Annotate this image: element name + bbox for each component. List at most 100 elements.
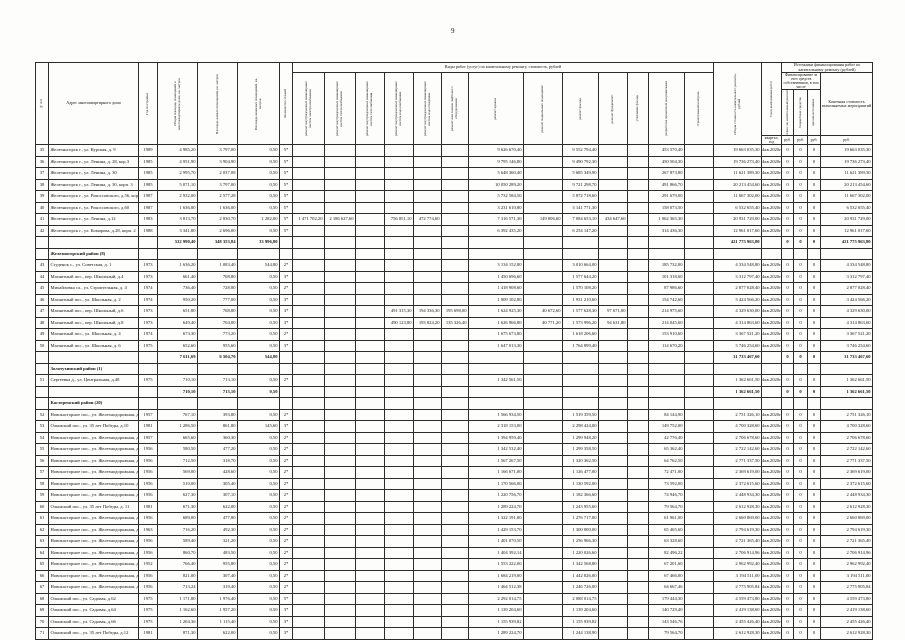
cell: 1 289 224,70	[468, 627, 524, 640]
address-cell	[48, 385, 139, 399]
cell	[627, 512, 649, 525]
cell: 4 700 328,60	[820, 420, 874, 433]
cell	[324, 385, 356, 399]
cell: 2*	[279, 581, 293, 594]
cell	[324, 615, 356, 629]
cell: 0	[781, 178, 795, 192]
cell: 321,20	[197, 535, 238, 548]
column-header-work-insulation: утепление фасада	[627, 71, 649, 146]
cell	[562, 385, 599, 399]
cell: 4кв.2020г.	[761, 523, 783, 537]
cell: 713,10	[197, 374, 238, 387]
cell	[713, 397, 763, 410]
cell: 3 424 566,20	[713, 293, 763, 307]
cell: 0	[781, 201, 795, 215]
cell	[627, 592, 649, 606]
address-cell: Железногорск г., ул. Ленина, д. 28, кор.…	[48, 155, 139, 169]
cell: 1957	[138, 431, 158, 445]
cell: 713,10	[197, 385, 238, 399]
cell	[683, 374, 715, 387]
cell: 0	[793, 454, 809, 468]
cell	[627, 201, 649, 215]
cell	[413, 397, 442, 410]
table-row: 65 Новокасторное пос., ул. Железнодорожна…	[35, 558, 874, 571]
table-row: 71 Олымский пос., ул. 35 лет Победы, д.12…	[35, 627, 874, 640]
cell: 2 751 326,10	[820, 408, 874, 422]
cell: 314 436,30	[648, 224, 685, 238]
cell	[683, 454, 715, 468]
cell	[157, 362, 198, 376]
cell	[355, 397, 385, 410]
cell: 0,50	[237, 512, 280, 525]
cell: 0	[781, 155, 795, 169]
cell: 73 592,00	[648, 477, 685, 491]
cell	[523, 581, 563, 594]
cell	[324, 224, 356, 238]
cell	[627, 155, 649, 169]
cell	[384, 627, 414, 640]
cell: 3 231 610,80	[468, 201, 524, 215]
cell	[683, 155, 715, 169]
cell	[523, 615, 563, 629]
cell: 0	[781, 408, 795, 422]
cell: 627,30	[157, 489, 198, 502]
table-row: 38 Железногорск г., ул. Ленина, д. 30, ко…	[35, 178, 874, 192]
cell: 72 471,00	[648, 466, 685, 479]
cell: 74 946,70	[648, 489, 685, 502]
cell: 710,10	[157, 385, 198, 399]
cell	[598, 328, 628, 341]
cell	[441, 144, 469, 157]
cell: 360,30	[197, 431, 238, 445]
cell	[793, 362, 809, 376]
cell	[35, 236, 49, 249]
cell	[292, 190, 325, 203]
table-header: № п/п Адрес многоквартирного дома Год по…	[35, 61, 874, 146]
cell: 3 746 254,60	[820, 339, 874, 353]
cell: 1975	[138, 592, 158, 606]
cell	[523, 558, 563, 571]
cell	[384, 282, 414, 295]
cell	[384, 167, 414, 180]
cell: 40	[35, 201, 49, 215]
cell: 871,30	[157, 627, 198, 640]
cell: 305,40	[197, 477, 238, 491]
cell	[648, 351, 685, 364]
cell	[292, 581, 325, 594]
cell	[627, 316, 649, 330]
cell: 49	[35, 328, 49, 341]
cell	[355, 305, 385, 318]
cell: 10 050 289,20	[468, 178, 524, 192]
cell	[384, 270, 414, 284]
cell	[138, 247, 158, 261]
cell	[384, 259, 414, 272]
cell: 4 951,90	[157, 155, 198, 169]
table-row: 48 Магнитный пос., пер. Школьный, д.8 1973…	[35, 316, 874, 330]
unit-rub-1: руб.	[781, 134, 795, 146]
cell	[384, 431, 414, 445]
cell	[598, 443, 628, 456]
cell: 4кв.2020г.	[761, 592, 783, 606]
cell: 651,80	[157, 305, 198, 318]
cell	[523, 397, 563, 410]
cell: 1 362 661,50	[820, 374, 874, 387]
cell	[523, 523, 563, 537]
cell: 0,50	[237, 546, 280, 560]
cell	[384, 236, 414, 249]
cell: 713,24	[157, 581, 198, 594]
cell: 4 985,20	[157, 144, 198, 157]
cell: 5*	[279, 144, 293, 157]
cell	[683, 305, 715, 318]
cell	[413, 385, 442, 399]
cell: 1 299 948,20	[562, 431, 599, 445]
table-row: 50 Магнитный пос., ул. Школьная, д. 6 1975…	[35, 339, 874, 353]
cell	[292, 236, 325, 249]
table-row: 64 Новокасторное пос., ул. Железнодорожна…	[35, 546, 874, 560]
cell: 2 721 365,40	[820, 535, 874, 548]
cell: 2 455 426,40	[713, 615, 763, 629]
cell	[598, 581, 628, 594]
cell	[627, 546, 649, 560]
cell: 4 334 548,80	[713, 259, 763, 272]
cell	[598, 558, 628, 571]
cell: 87 986,60	[648, 282, 685, 295]
